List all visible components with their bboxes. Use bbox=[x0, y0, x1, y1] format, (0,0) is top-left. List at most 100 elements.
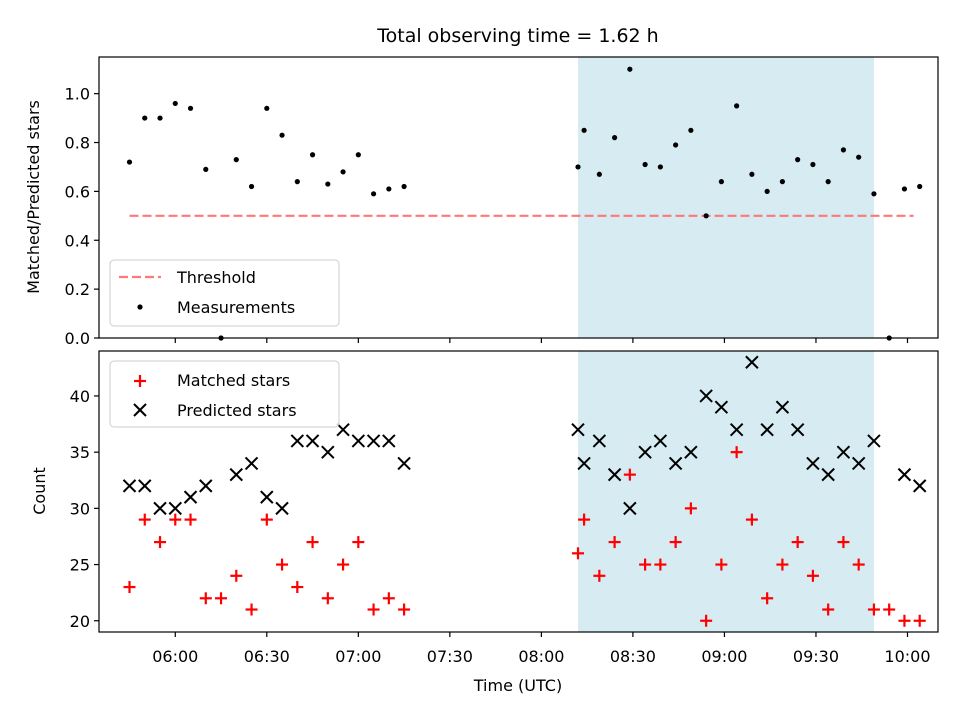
predicted-star-point bbox=[821, 467, 835, 482]
predicted-star-point bbox=[183, 490, 198, 504]
predicted-star-point bbox=[790, 422, 805, 437]
matched-star-point bbox=[791, 536, 804, 549]
top-y-tick-label: 0.4 bbox=[65, 231, 90, 250]
measurement-point bbox=[203, 166, 209, 172]
measurement-point bbox=[627, 66, 633, 72]
matched-star-point bbox=[382, 592, 395, 605]
top-y-tick-label: 1.0 bbox=[65, 85, 90, 104]
predicted-star-point bbox=[382, 434, 396, 448]
predicted-star-point bbox=[607, 467, 622, 482]
matched-star-point bbox=[669, 536, 682, 549]
bottom-marks bbox=[122, 355, 927, 627]
predicted-star-point bbox=[138, 479, 152, 493]
legend-matched-swatch bbox=[134, 375, 146, 387]
measurement-point bbox=[657, 164, 663, 170]
legend-matched-label: Matched stars bbox=[177, 371, 290, 390]
measurement-point bbox=[157, 115, 163, 121]
predicted-star-point bbox=[571, 422, 585, 437]
measurement-point bbox=[688, 127, 694, 133]
matched-star-point bbox=[837, 536, 850, 549]
predicted-star-point bbox=[653, 434, 668, 448]
predicted-star-point bbox=[260, 490, 274, 504]
predicted-star-point bbox=[897, 467, 912, 482]
bottom-legend-box bbox=[109, 360, 340, 428]
top-y-tick-label: 0.2 bbox=[65, 280, 90, 299]
top-legend: Threshold Measurements bbox=[109, 259, 340, 327]
measurement-point bbox=[718, 179, 724, 185]
matched-star-point bbox=[367, 603, 380, 616]
matched-star-point bbox=[654, 558, 667, 571]
top-plot-frame bbox=[98, 56, 939, 339]
predicted-star-point bbox=[366, 434, 381, 448]
predicted-star-point bbox=[668, 456, 683, 471]
top-x-ticks bbox=[174, 338, 909, 343]
matched-star-point bbox=[571, 547, 584, 560]
top-legend-box bbox=[109, 259, 340, 327]
measurement-point bbox=[575, 164, 581, 170]
matched-star-point bbox=[684, 502, 697, 515]
matched-star-point bbox=[352, 536, 365, 549]
top-y-tick-label: 0.6 bbox=[65, 182, 90, 201]
measurement-point bbox=[581, 127, 587, 133]
measurement-point bbox=[233, 157, 239, 163]
measurement-point bbox=[386, 186, 392, 192]
measurement-point bbox=[126, 159, 133, 165]
matched-star-point bbox=[306, 536, 319, 549]
bottom-y-tick-label: 35 bbox=[70, 443, 90, 462]
matched-star-point bbox=[898, 614, 911, 627]
measurement-point bbox=[248, 183, 255, 190]
predicted-star-point bbox=[623, 501, 637, 516]
matched-star-point bbox=[806, 569, 819, 582]
legend-measurements-swatch bbox=[137, 304, 143, 310]
predicted-star-point bbox=[638, 445, 652, 459]
predicted-star-point bbox=[867, 434, 881, 448]
predicted-star-point bbox=[684, 445, 698, 459]
matched-star-point bbox=[913, 614, 926, 627]
bottom-y-tick-label: 25 bbox=[70, 556, 90, 575]
measurement-point bbox=[172, 100, 178, 107]
legend-threshold-label: Threshold bbox=[176, 268, 256, 287]
matched-star-point bbox=[199, 592, 212, 605]
measurement-point bbox=[764, 188, 770, 194]
predicted-star-point bbox=[321, 445, 335, 459]
bottom-shaded-region bbox=[577, 351, 874, 632]
measurement-point bbox=[340, 169, 346, 175]
predicted-star-point bbox=[122, 479, 137, 493]
matched-star-point bbox=[593, 569, 606, 582]
measurement-point bbox=[187, 105, 194, 111]
matched-star-point bbox=[776, 558, 789, 571]
top-chart-title: Total observing time = 1.62 h bbox=[376, 25, 658, 47]
bottom-y-ticks: 20 25 30 35 40 bbox=[70, 387, 99, 631]
matched-star-point bbox=[761, 592, 774, 605]
predicted-star-point bbox=[244, 456, 259, 471]
matched-star-point bbox=[245, 603, 258, 616]
bottom-plot-frame bbox=[98, 350, 939, 633]
matched-star-point bbox=[623, 468, 636, 481]
top-shaded-region bbox=[577, 57, 874, 338]
predicted-star-point bbox=[153, 501, 167, 516]
matched-star-point bbox=[639, 558, 652, 571]
predicted-star-point bbox=[699, 389, 713, 403]
top-marks bbox=[126, 66, 923, 341]
bottom-y-tick-label: 40 bbox=[70, 387, 90, 406]
predicted-star-point bbox=[305, 434, 320, 448]
measurement-point bbox=[370, 191, 377, 197]
predicted-star-point bbox=[714, 400, 729, 414]
bottom-panel: 20 25 30 35 40 06:00 06:30 07:00 07:30 08:00 08:3… bbox=[30, 350, 939, 695]
matched-star-point bbox=[730, 446, 743, 459]
bottom-x-tick-label: 07:30 bbox=[427, 647, 473, 666]
matched-star-point bbox=[700, 614, 713, 627]
measurement-point bbox=[901, 186, 908, 192]
bottom-y-tick-label: 30 bbox=[70, 499, 90, 518]
matched-star-point bbox=[715, 558, 728, 571]
bottom-x-tick-label: 06:00 bbox=[152, 647, 198, 666]
matched-star-point bbox=[337, 558, 350, 571]
top-y-ticks: 0.0 0.2 0.4 0.6 0.8 1.0 bbox=[65, 85, 99, 348]
legend-predicted-label: Predicted stars bbox=[177, 401, 297, 420]
matched-star-point bbox=[745, 513, 758, 526]
matched-star-point bbox=[398, 603, 411, 616]
measurement-point bbox=[325, 181, 331, 187]
top-y-axis-label: Matched/Predicted stars bbox=[24, 100, 43, 294]
matched-star-point bbox=[867, 603, 880, 616]
measurement-point bbox=[856, 154, 862, 160]
